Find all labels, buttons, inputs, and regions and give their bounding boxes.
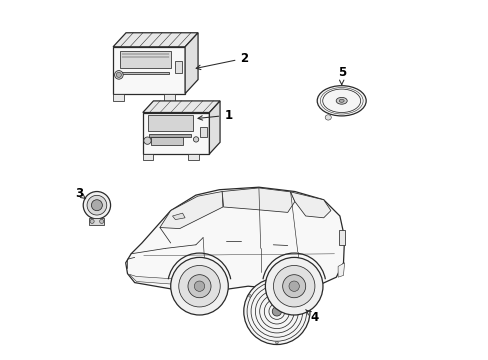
Circle shape	[179, 265, 220, 307]
Polygon shape	[113, 94, 123, 100]
Polygon shape	[290, 192, 330, 218]
Circle shape	[288, 281, 299, 291]
Circle shape	[187, 275, 211, 298]
Polygon shape	[160, 192, 223, 229]
Circle shape	[265, 257, 322, 315]
Circle shape	[302, 294, 305, 297]
Text: 5: 5	[337, 66, 345, 85]
Circle shape	[193, 137, 198, 142]
Text: 2: 2	[196, 52, 248, 69]
Circle shape	[194, 281, 204, 291]
Polygon shape	[200, 127, 206, 136]
Polygon shape	[185, 33, 198, 94]
Polygon shape	[337, 263, 344, 277]
Polygon shape	[120, 50, 170, 68]
Polygon shape	[338, 230, 344, 245]
Polygon shape	[125, 187, 344, 292]
Text: 1: 1	[198, 109, 232, 122]
Polygon shape	[175, 61, 182, 72]
Polygon shape	[172, 213, 185, 220]
Polygon shape	[129, 274, 176, 284]
Polygon shape	[142, 154, 152, 160]
Circle shape	[116, 72, 121, 77]
Polygon shape	[142, 101, 220, 112]
Circle shape	[282, 275, 305, 298]
Circle shape	[100, 219, 103, 224]
Polygon shape	[150, 136, 183, 145]
Polygon shape	[163, 94, 175, 100]
Circle shape	[275, 341, 278, 344]
Polygon shape	[89, 217, 104, 225]
Polygon shape	[148, 115, 192, 131]
Polygon shape	[113, 47, 185, 94]
Circle shape	[244, 278, 309, 345]
Ellipse shape	[336, 98, 346, 104]
Ellipse shape	[325, 115, 330, 120]
Polygon shape	[142, 112, 209, 154]
Polygon shape	[149, 134, 190, 137]
Text: 4: 4	[305, 310, 318, 324]
Circle shape	[248, 294, 251, 297]
Polygon shape	[122, 72, 169, 75]
Circle shape	[87, 195, 106, 215]
Circle shape	[272, 307, 281, 316]
Polygon shape	[209, 101, 220, 154]
Circle shape	[273, 265, 314, 307]
Circle shape	[83, 192, 110, 219]
Circle shape	[114, 71, 123, 79]
Polygon shape	[113, 33, 198, 47]
Circle shape	[143, 137, 151, 144]
Text: 3: 3	[75, 187, 85, 200]
Ellipse shape	[317, 86, 366, 116]
Polygon shape	[222, 188, 294, 212]
Ellipse shape	[339, 99, 344, 102]
Circle shape	[170, 257, 228, 315]
Polygon shape	[188, 154, 198, 160]
Circle shape	[91, 200, 102, 211]
Circle shape	[90, 219, 94, 224]
